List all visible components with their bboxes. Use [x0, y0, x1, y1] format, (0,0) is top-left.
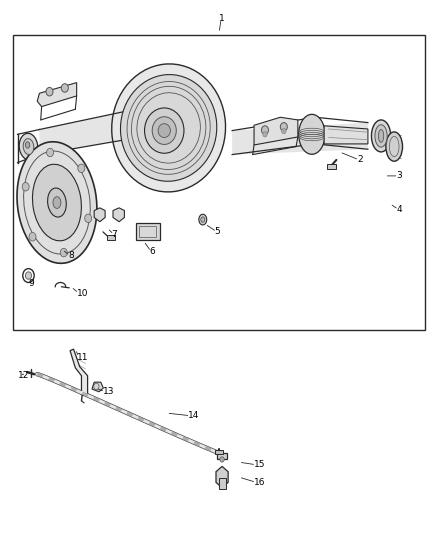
Polygon shape [216, 466, 228, 488]
Polygon shape [92, 382, 103, 392]
Bar [136, 223, 160, 240]
Ellipse shape [158, 124, 170, 138]
Bar [217, 453, 227, 459]
Ellipse shape [201, 217, 205, 222]
Polygon shape [324, 126, 368, 144]
Ellipse shape [375, 125, 387, 147]
Polygon shape [232, 123, 368, 155]
Ellipse shape [371, 120, 391, 152]
Polygon shape [94, 208, 105, 222]
Bar [327, 164, 336, 169]
Circle shape [25, 272, 32, 279]
Text: 11: 11 [77, 353, 88, 361]
Ellipse shape [19, 133, 38, 160]
Text: 4: 4 [396, 205, 402, 214]
Polygon shape [113, 208, 124, 222]
Circle shape [78, 164, 85, 173]
Circle shape [29, 232, 36, 241]
Bar [139, 226, 156, 237]
Ellipse shape [386, 132, 403, 161]
Circle shape [22, 182, 29, 191]
Ellipse shape [145, 108, 184, 153]
Text: 15: 15 [254, 461, 265, 469]
Circle shape [46, 87, 53, 96]
Ellipse shape [112, 64, 226, 192]
Ellipse shape [120, 75, 217, 181]
Text: 8: 8 [68, 252, 74, 260]
Text: 6: 6 [149, 247, 155, 256]
Bar [219, 478, 226, 489]
Text: 2: 2 [357, 156, 363, 164]
Text: 13: 13 [103, 387, 114, 396]
Circle shape [263, 132, 267, 137]
Bar [13, 35, 425, 330]
Ellipse shape [53, 197, 61, 208]
Polygon shape [37, 83, 77, 107]
Ellipse shape [199, 214, 207, 225]
Circle shape [60, 248, 67, 257]
Circle shape [220, 457, 224, 462]
Text: 1: 1 [219, 14, 225, 23]
Circle shape [85, 214, 92, 223]
Ellipse shape [25, 142, 30, 148]
Ellipse shape [48, 188, 66, 217]
Ellipse shape [17, 142, 97, 263]
Ellipse shape [378, 130, 384, 142]
Ellipse shape [23, 139, 34, 155]
Circle shape [46, 148, 53, 157]
Bar [107, 235, 115, 240]
Text: 16: 16 [254, 478, 265, 487]
Ellipse shape [32, 164, 81, 241]
Text: 10: 10 [77, 289, 88, 297]
Ellipse shape [152, 117, 176, 144]
Text: 9: 9 [28, 279, 34, 288]
Text: 7: 7 [112, 230, 117, 239]
Polygon shape [254, 117, 298, 145]
Bar [215, 450, 223, 454]
Polygon shape [39, 112, 123, 155]
Circle shape [280, 123, 287, 131]
Polygon shape [70, 349, 88, 395]
Text: 12: 12 [18, 372, 29, 380]
Text: 5: 5 [215, 228, 220, 236]
Circle shape [261, 126, 268, 134]
Circle shape [61, 84, 68, 92]
Circle shape [282, 128, 286, 134]
Ellipse shape [299, 114, 325, 155]
Text: 14: 14 [188, 411, 200, 420]
Text: 3: 3 [396, 172, 402, 180]
